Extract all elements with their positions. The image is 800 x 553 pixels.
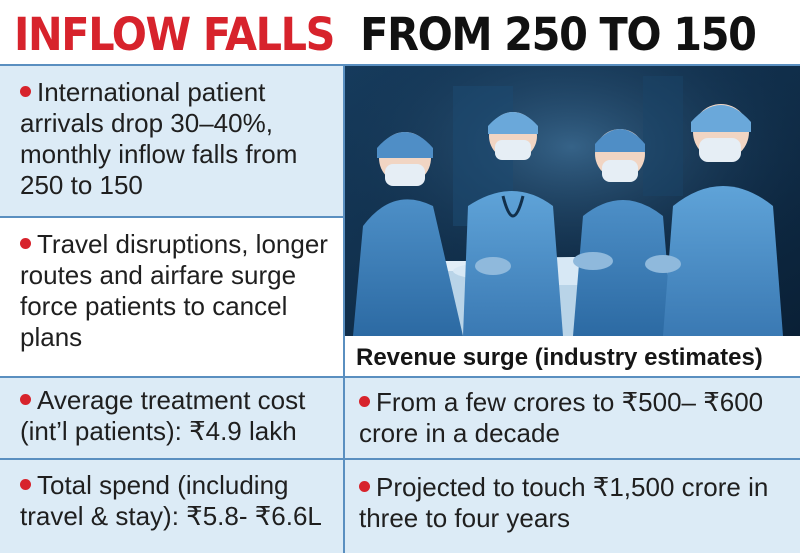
bullet-dot <box>359 395 370 407</box>
surgery-illustration <box>343 66 800 336</box>
revenue-point-decade: From a few crores to ₹500– ₹600 crore in… <box>345 378 800 458</box>
divider <box>0 458 800 460</box>
divider <box>0 64 800 66</box>
headline-black-text: FROM 250 TO 150 <box>360 8 757 61</box>
revenue-point-projection: Projected to touch ₹1,500 crore in three… <box>345 460 800 553</box>
point-text: Total spend (including travel & stay): ₹… <box>20 470 322 531</box>
point-text: From a few crores to ₹500– ₹600 crore in… <box>359 387 764 448</box>
bullet-dot <box>20 393 31 405</box>
point-treatment-cost: Average treatment cost (int’l patients):… <box>0 378 343 458</box>
divider <box>343 64 345 553</box>
point-text: International patient arrivals drop 30–4… <box>20 77 298 200</box>
headline-black-part: FROM 250 TO 150 <box>347 8 757 61</box>
divider <box>0 376 800 378</box>
headline: INFLOW FALLS FROM 250 TO 150 <box>14 4 757 66</box>
headline-red-part: INFLOW FALLS <box>14 8 335 61</box>
point-text: Projected to touch ₹1,500 crore in three… <box>359 472 769 533</box>
point-travel-disruptions: Travel disruptions, longer routes and ai… <box>0 218 343 376</box>
bullet-dot <box>20 85 31 97</box>
revenue-title: Revenue surge (industry estimates) <box>356 344 763 371</box>
bullet-dot <box>359 480 370 492</box>
divider <box>0 216 343 218</box>
point-arrivals-drop: International patient arrivals drop 30–4… <box>0 66 343 217</box>
bullet-dot <box>20 478 31 490</box>
bullet-dot <box>20 237 31 249</box>
surgeons-photo <box>343 66 800 336</box>
point-text: Average treatment cost (int’l patients):… <box>20 385 306 446</box>
point-text: Travel disruptions, longer routes and ai… <box>20 229 328 352</box>
point-total-spend: Total spend (including travel & stay): ₹… <box>0 460 343 553</box>
